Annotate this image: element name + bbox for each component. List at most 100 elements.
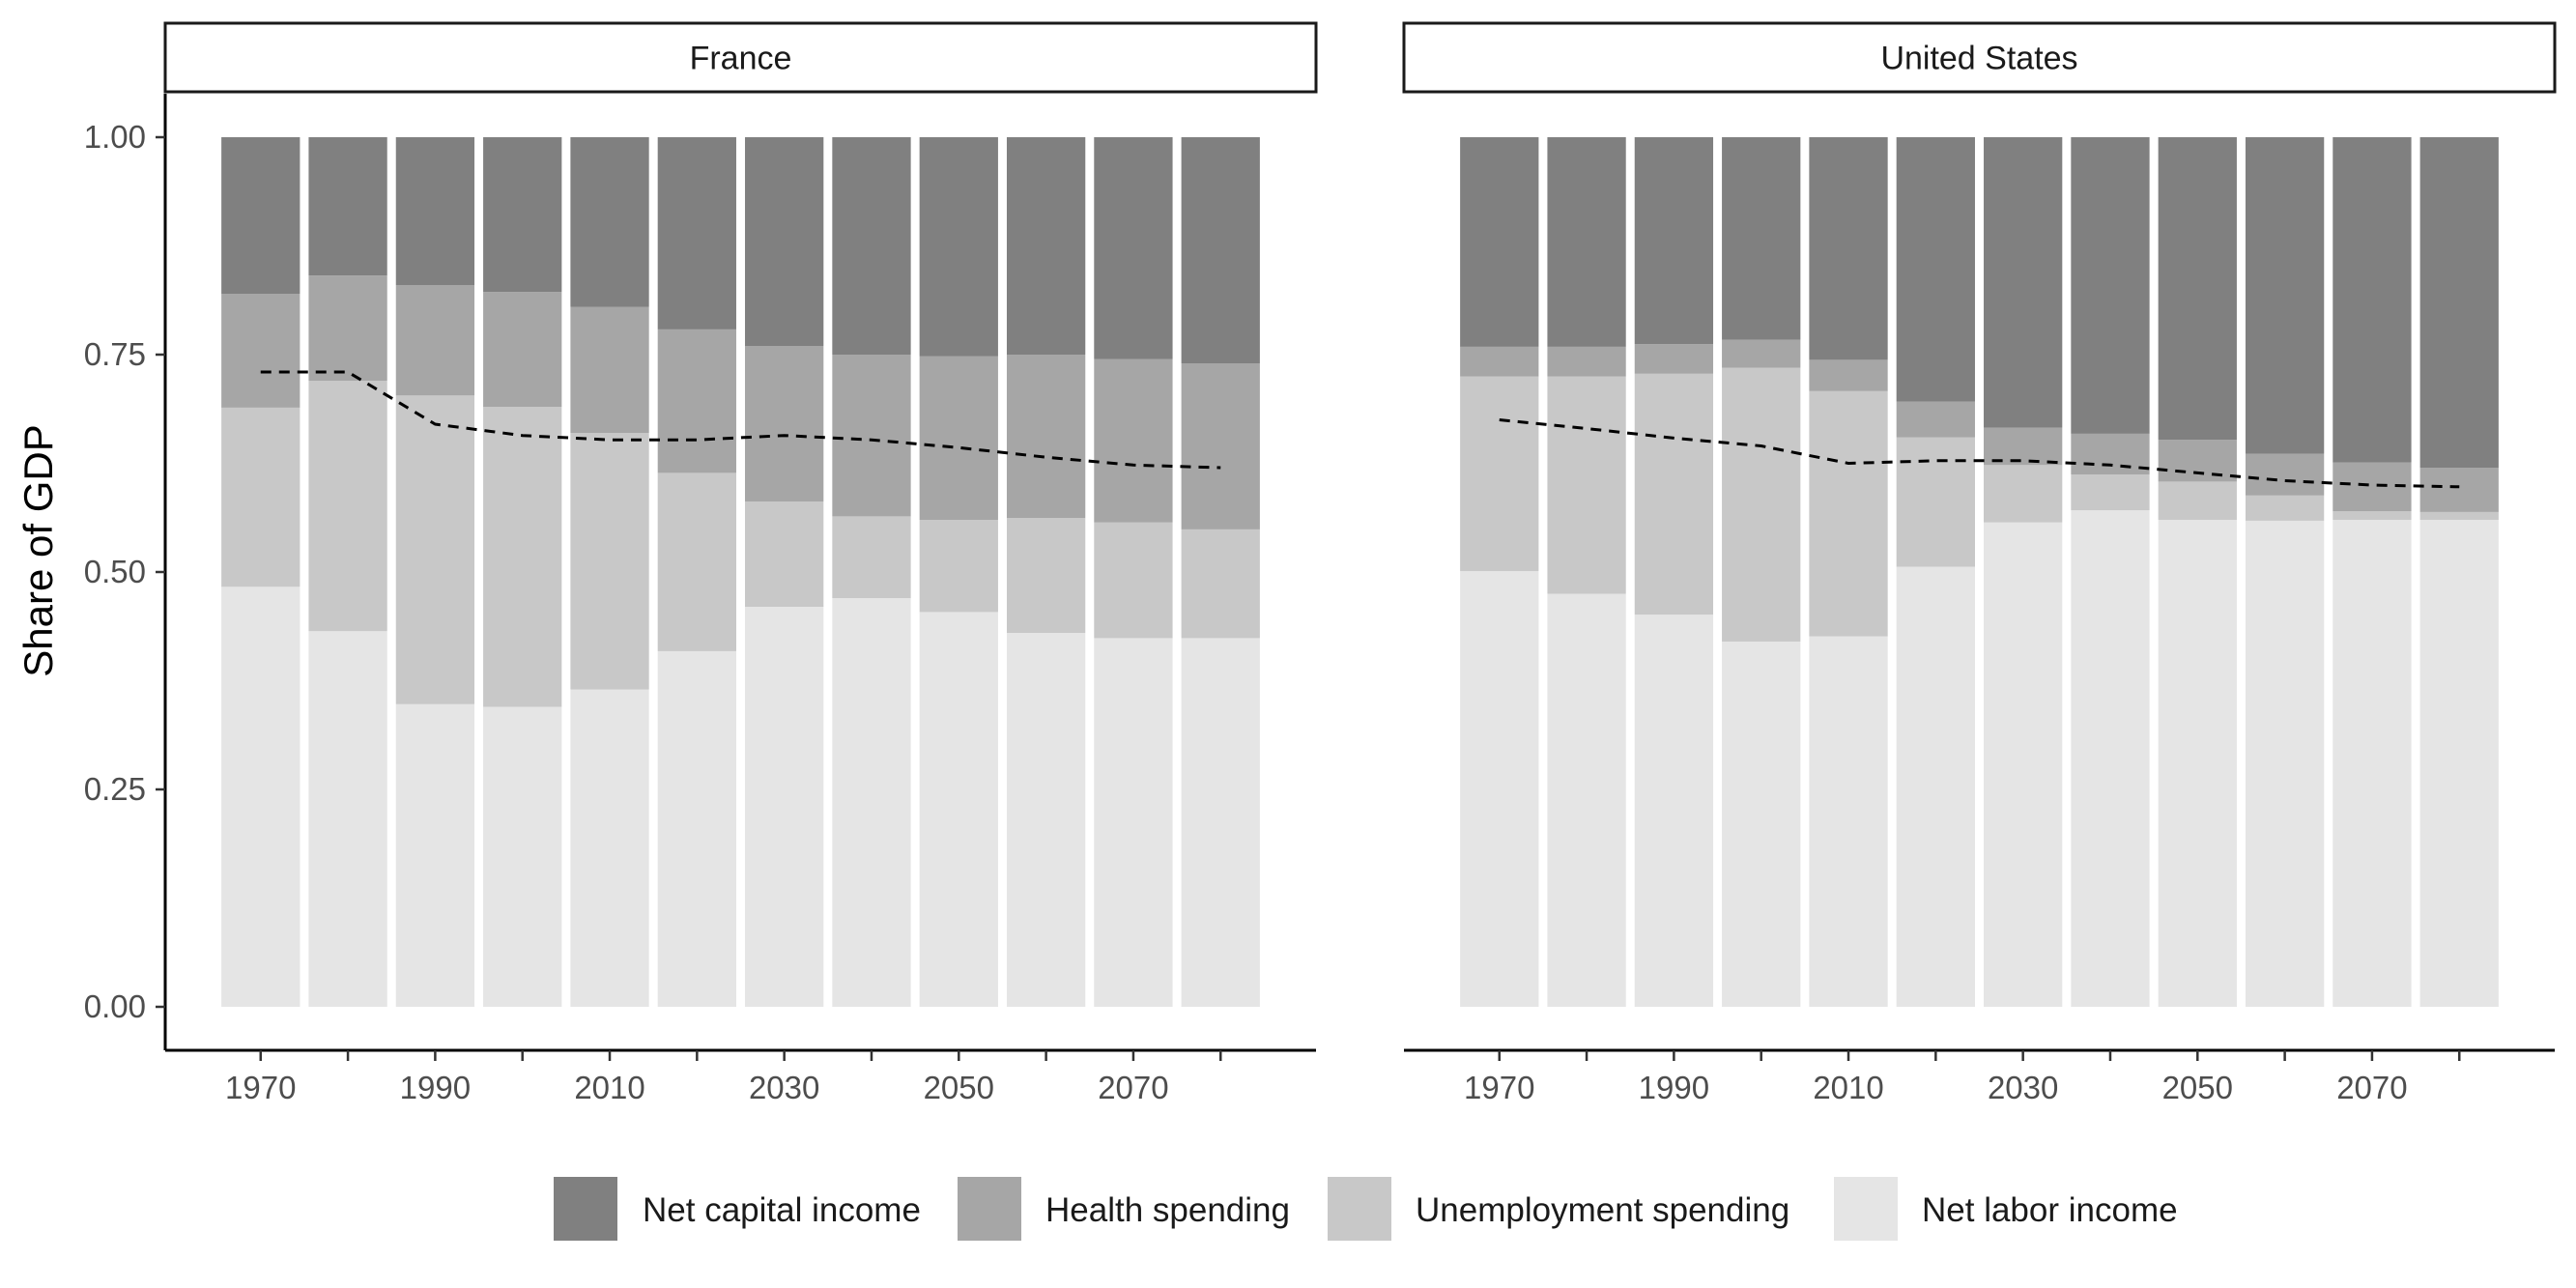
bar-unemployment-spending-2010 — [1809, 390, 1888, 637]
legend-label: Net capital income — [643, 1191, 921, 1229]
legend-item-health-spending: Health spending — [958, 1177, 1290, 1241]
bar-net-labor-income-1990 — [395, 703, 475, 1007]
bar-net-capital-income-1990 — [395, 137, 475, 285]
panels: France 0.00 0.25 0.50 0.75 1.00 1970 1990 2010 20… — [84, 21, 2557, 1105]
bar-net-labor-income-2060 — [2245, 520, 2325, 1007]
facet-title: United States — [1880, 41, 2077, 77]
dashed-line — [1499, 418, 2460, 489]
bar-net-capital-income-2030 — [745, 137, 824, 346]
bar-net-labor-income-2080 — [1181, 638, 1260, 1007]
bar-net-capital-income-2070 — [2333, 137, 2412, 463]
bar-net-capital-income-2000 — [483, 137, 562, 293]
bar-unemployment-spending-2080 — [2419, 511, 2499, 520]
bar-net-labor-income-1970 — [221, 587, 301, 1007]
legend-item-net-labor-income: Net labor income — [1834, 1177, 2178, 1241]
bar-net-capital-income-2080 — [2419, 137, 2499, 468]
legend-key — [1328, 1177, 1391, 1241]
x-tick-label: 2010 — [574, 1070, 644, 1105]
bar-health-spending-1990 — [1634, 344, 1714, 374]
legend-key — [1834, 1177, 1898, 1241]
bar-net-labor-income-2000 — [1722, 642, 1801, 1007]
bar-net-capital-income-2010 — [1809, 137, 1888, 360]
bar-net-capital-income-2060 — [2245, 137, 2325, 454]
bar-net-capital-income-1980 — [308, 137, 387, 276]
bar-net-capital-income-2020 — [657, 137, 736, 329]
bar-unemployment-spending-2040 — [2071, 474, 2150, 511]
bar-net-capital-income-2060 — [1006, 137, 1086, 355]
bar-unemployment-spending-1970 — [1460, 376, 1539, 572]
x-tick-label: 2030 — [1988, 1070, 2058, 1105]
bar-net-labor-income-2080 — [2419, 520, 2499, 1007]
y-tick-label: 1.00 — [84, 119, 146, 155]
bar-unemployment-spending-2060 — [2245, 495, 2325, 521]
y-tick-label: 0.50 — [84, 554, 146, 589]
bar-unemployment-spending-1980 — [308, 381, 387, 632]
legend: Net capital income Health spending Unemplo… — [554, 1177, 2178, 1241]
bar-net-labor-income-1970 — [1460, 571, 1539, 1007]
bar-health-spending-2000 — [1722, 339, 1801, 368]
bar-net-labor-income-1990 — [1634, 615, 1714, 1007]
bar-health-spending-2000 — [483, 292, 562, 407]
bar-net-capital-income-2010 — [570, 137, 649, 307]
bar-health-spending-2010 — [1809, 359, 1888, 391]
dashed-line — [260, 370, 1221, 470]
bar-health-spending-2080 — [1181, 363, 1260, 530]
x-tick-label: 2050 — [2162, 1070, 2233, 1105]
bar-net-capital-income-2000 — [1722, 137, 1801, 340]
bar-net-capital-income-2020 — [1896, 137, 1975, 402]
bar-net-labor-income-2050 — [2158, 520, 2237, 1007]
bar-net-labor-income-2000 — [483, 706, 562, 1007]
x-tick-label: 2030 — [749, 1070, 819, 1105]
bar-net-labor-income-2010 — [1809, 636, 1888, 1007]
bar-net-capital-income-2050 — [919, 137, 998, 357]
bar-unemployment-spending-2070 — [1094, 522, 1173, 639]
bar-health-spending-1970 — [221, 294, 301, 408]
bar-unemployment-spending-1980 — [1547, 376, 1626, 594]
bar-health-spending-2080 — [2419, 468, 2499, 512]
bar-health-spending-1970 — [1460, 346, 1539, 377]
bar-net-labor-income-2030 — [1984, 522, 2063, 1007]
bar-net-labor-income-2010 — [570, 689, 649, 1007]
bar-net-capital-income-2080 — [1181, 137, 1260, 363]
bar-unemployment-spending-2060 — [1006, 518, 1086, 633]
legend-key — [958, 1177, 1021, 1241]
bar-health-spending-2060 — [1006, 355, 1086, 519]
bar-unemployment-spending-2050 — [919, 520, 998, 613]
x-tick-label: 2070 — [1098, 1070, 1168, 1105]
bar-health-spending-2050 — [2158, 440, 2237, 482]
bar-unemployment-spending-1970 — [221, 407, 301, 587]
bar-unemployment-spending-2020 — [657, 472, 736, 651]
legend-label: Unemployment spending — [1416, 1191, 1789, 1229]
legend-item-net-capital-income: Net capital income — [554, 1177, 921, 1241]
bar-net-capital-income-1980 — [1547, 137, 1626, 347]
bar-health-spending-1980 — [308, 275, 387, 381]
x-tick-label: 1970 — [1464, 1070, 1534, 1105]
bar-health-spending-2020 — [1896, 401, 1975, 438]
x-tick-label: 2010 — [1813, 1070, 1883, 1105]
bar-net-labor-income-2030 — [745, 607, 824, 1007]
bars — [221, 137, 1260, 1007]
legend-item-unemployment-spending: Unemployment spending — [1328, 1177, 1789, 1241]
bar-unemployment-spending-2020 — [1896, 437, 1975, 567]
bar-net-capital-income-1990 — [1634, 137, 1714, 345]
bar-net-capital-income-1970 — [1460, 137, 1539, 347]
y-tick-label: 0.25 — [84, 771, 146, 807]
bar-health-spending-2070 — [1094, 358, 1173, 523]
bar-net-capital-income-2030 — [1984, 137, 2063, 428]
bar-net-labor-income-2070 — [2333, 520, 2412, 1007]
bar-health-spending-2040 — [2071, 433, 2150, 475]
y-tick-label: 0.00 — [84, 988, 146, 1024]
legend-key — [554, 1177, 617, 1241]
facet-title: France — [690, 41, 792, 77]
bar-net-capital-income-1970 — [221, 137, 301, 294]
bar-unemployment-spending-2030 — [745, 501, 824, 607]
bar-health-spending-2010 — [570, 306, 649, 433]
bar-net-capital-income-2040 — [832, 137, 911, 355]
y-axis-title: Share of GDP — [15, 424, 61, 676]
bar-net-labor-income-2040 — [2071, 510, 2150, 1007]
bar-health-spending-2030 — [745, 346, 824, 502]
bar-unemployment-spending-1990 — [1634, 373, 1714, 615]
bar-net-labor-income-2020 — [657, 650, 736, 1007]
facet-strip — [1402, 21, 2557, 94]
